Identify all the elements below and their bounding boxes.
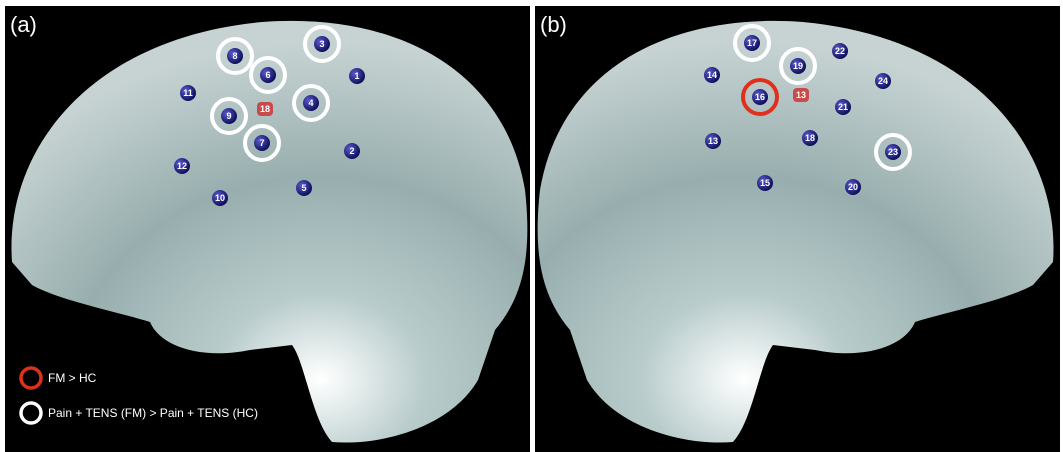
- node-label: 16: [755, 92, 765, 102]
- node-label: 5: [301, 183, 306, 193]
- node-label: 10: [215, 193, 225, 203]
- node-label: 8: [232, 51, 237, 61]
- node-label: 17: [747, 38, 757, 48]
- node-label: 18: [260, 104, 270, 114]
- node-label: 19: [793, 61, 803, 71]
- node-label: 18: [805, 133, 815, 143]
- node-label: 12: [177, 161, 187, 171]
- node-label: 6: [265, 70, 270, 80]
- node-label: 11: [183, 88, 193, 98]
- panel-label: (a): [10, 12, 37, 37]
- legend-label: Pain + TENS (FM) > Pain + TENS (HC): [48, 406, 258, 420]
- node-label: 15: [760, 178, 770, 188]
- figure: (a) (b) FM > HC Pain + TENS (FM) > Pain …: [0, 0, 1063, 452]
- node-label: 2: [349, 146, 354, 156]
- node-label: 4: [308, 98, 313, 108]
- node-label: 7: [259, 138, 264, 148]
- node-label: 20: [848, 182, 858, 192]
- node-label: 9: [226, 111, 231, 121]
- legend-label: FM > HC: [48, 371, 97, 385]
- node-label: 23: [888, 147, 898, 157]
- node-label: 22: [835, 46, 845, 56]
- node-label: 24: [878, 76, 888, 86]
- node-label: 3: [319, 39, 324, 49]
- panel-label: (b): [540, 12, 567, 37]
- node-label: 13: [796, 90, 806, 100]
- node-label: 1: [354, 71, 359, 81]
- node-label: 21: [838, 102, 848, 112]
- node-label: 14: [707, 70, 717, 80]
- node-label: 13: [708, 136, 718, 146]
